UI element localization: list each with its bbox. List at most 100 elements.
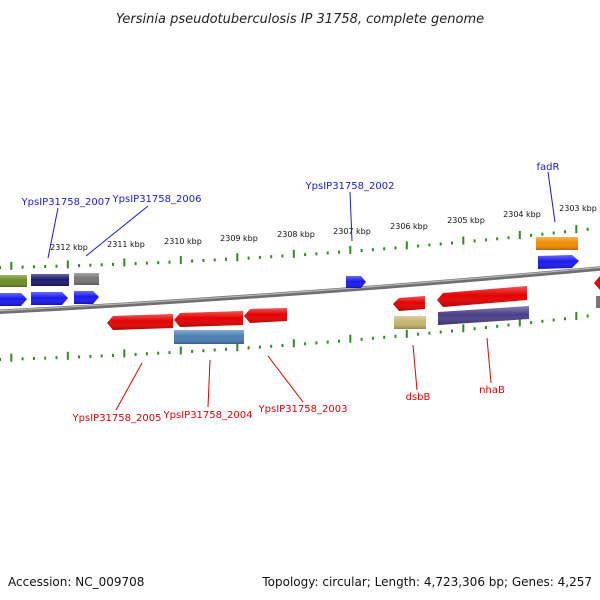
gene-slate-block[interactable]	[438, 306, 529, 325]
tick-bottom-minor	[439, 330, 442, 334]
gene-arrow-forward[interactable]	[0, 293, 27, 306]
tick-top-minor	[112, 262, 114, 266]
tick-bottom-minor	[21, 357, 24, 361]
tick-bottom-major	[518, 318, 521, 327]
gene-arrow-forward[interactable]	[538, 255, 579, 269]
tick-bottom-minor	[0, 358, 1, 361]
tick-bottom-minor	[225, 347, 227, 351]
tick-top-minor	[191, 259, 194, 263]
gene-gray-block[interactable]	[74, 273, 99, 285]
tick-bottom-minor	[270, 344, 273, 348]
tick-bottom-minor	[507, 323, 510, 327]
tick-bottom-minor	[530, 321, 533, 325]
tick-bottom-minor	[55, 356, 58, 360]
scale-ticks-top	[0, 225, 589, 270]
gene-arrow-forward-2002[interactable]	[346, 276, 366, 288]
gene-arrow-reverse-2003[interactable]	[244, 308, 287, 323]
gene-gray-edge-block[interactable]	[596, 296, 600, 308]
gene-arrow-reverse-edge[interactable]	[594, 276, 600, 290]
tick-bottom-major	[10, 353, 13, 362]
tick-top-minor	[145, 261, 148, 265]
tick-bottom-minor	[541, 319, 544, 323]
tick-bottom-minor	[191, 349, 194, 353]
tick-top-minor	[32, 265, 35, 269]
gene-label-2007[interactable]: YpsIP31758_2007	[21, 197, 111, 208]
gene-label-2003[interactable]: YpsIP31758_2003	[258, 404, 348, 415]
leader-lines-top	[47, 171, 556, 259]
tick-top-minor	[100, 263, 103, 267]
gene-tan-block[interactable]	[394, 316, 426, 329]
tick-top-minor	[78, 264, 81, 268]
kbp-label-2305: 2305 kbp	[447, 216, 485, 225]
gene-arrow-reverse-2005[interactable]	[107, 314, 173, 330]
gene-label-nhaB[interactable]: nhaB	[479, 385, 505, 396]
tick-top-major	[292, 249, 295, 258]
scale-ticks-bottom	[0, 311, 589, 362]
tick-top-minor	[417, 244, 420, 248]
tick-top-minor	[530, 233, 533, 237]
tick-bottom-major	[349, 334, 352, 343]
tick-top-minor	[383, 247, 386, 251]
tick-top-major	[575, 225, 578, 234]
tick-top-major	[10, 261, 13, 270]
tick-bottom-minor	[417, 332, 420, 336]
gene-label-2005[interactable]: YpsIP31758_2005	[72, 413, 162, 424]
tick-top-major	[66, 260, 69, 269]
tick-bottom-minor	[394, 334, 397, 338]
genome-backbone	[0, 266, 600, 314]
tick-top-minor	[225, 257, 227, 261]
tick-top-minor	[586, 227, 589, 231]
kbp-label-2308: 2308 kbp	[277, 230, 315, 239]
gene-label-2002[interactable]: YpsIP31758_2002	[305, 181, 395, 192]
tick-bottom-minor	[586, 314, 589, 318]
tick-bottom-minor	[78, 355, 81, 359]
tick-bottom-minor	[134, 352, 137, 356]
tick-bottom-minor	[326, 340, 329, 344]
tick-bottom-major	[236, 343, 239, 352]
gene-orange-fadR[interactable]	[536, 237, 578, 250]
kbp-label-2311: 2311 kbp	[107, 240, 145, 249]
kbp-label-2309: 2309 kbp	[220, 234, 258, 243]
tick-top-minor	[202, 259, 205, 262]
gene-arrow-forward[interactable]	[74, 291, 99, 304]
gene-arrow-reverse-dsbB[interactable]	[393, 296, 425, 311]
tick-top-minor	[496, 237, 499, 241]
tick-top-minor	[338, 250, 340, 254]
tick-top-minor	[157, 261, 160, 265]
tick-top-minor	[428, 243, 431, 247]
tick-bottom-minor	[360, 337, 363, 341]
gene-navy-block[interactable]	[31, 274, 69, 286]
gene-olive-block[interactable]	[0, 275, 27, 287]
tick-bottom-major	[66, 351, 69, 360]
tick-bottom-minor	[112, 353, 114, 357]
tick-bottom-minor	[371, 336, 374, 340]
tick-bottom-minor	[202, 349, 205, 353]
tick-bottom-minor	[564, 317, 566, 321]
tick-bottom-major	[405, 329, 408, 338]
tick-top-major	[462, 236, 465, 245]
tick-bottom-minor	[338, 339, 340, 343]
tick-bottom-minor	[247, 346, 250, 350]
gene-arrow-reverse-nhaB[interactable]	[437, 286, 527, 307]
tick-top-major	[123, 258, 126, 267]
tick-top-minor	[360, 249, 363, 252]
tick-bottom-minor	[496, 324, 499, 328]
tick-top-major	[236, 253, 239, 262]
tick-top-minor	[315, 252, 318, 256]
tick-bottom-major	[179, 346, 182, 355]
gene-label-fadR[interactable]: fadR	[537, 162, 560, 173]
gene-arrow-reverse-2004[interactable]	[174, 311, 243, 327]
kbp-label-2312: 2312 kbp	[50, 243, 88, 252]
gene-label-2004[interactable]: YpsIP31758_2004	[163, 410, 253, 421]
tick-top-minor	[304, 253, 307, 257]
tick-top-minor	[134, 262, 137, 266]
gene-label-2006[interactable]: YpsIP31758_2006	[112, 194, 202, 205]
gene-label-dsbB[interactable]: dsbB	[406, 392, 431, 403]
tick-top-minor	[213, 258, 216, 262]
gene-steel-block[interactable]	[174, 330, 244, 344]
tick-top-minor	[541, 232, 544, 236]
gene-arrow-forward[interactable]	[31, 292, 68, 305]
tick-bottom-minor	[157, 351, 160, 355]
tick-bottom-minor	[484, 326, 487, 329]
tick-bottom-major	[123, 349, 126, 358]
